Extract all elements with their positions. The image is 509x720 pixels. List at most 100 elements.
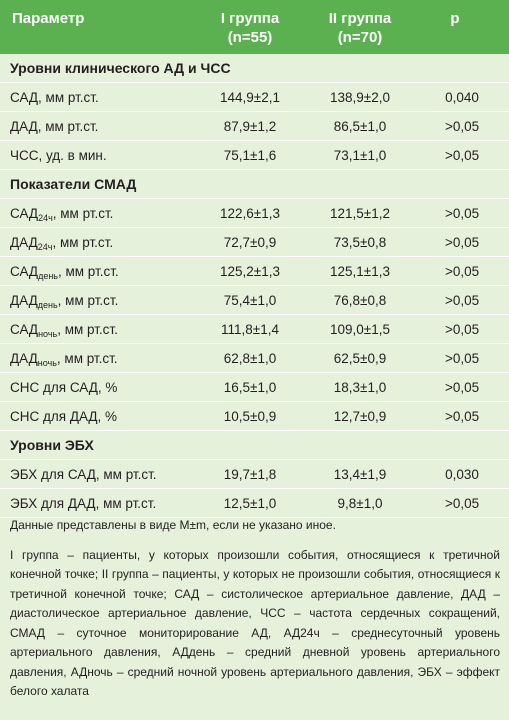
table-row: ДАД, мм рт.ст. 87,9±1,2 86,5±1,0 ˃0,05 — [0, 111, 509, 141]
header-group2: II группа (n=70) — [305, 9, 415, 47]
param-subscript: день — [37, 299, 58, 310]
param-name: ДАД — [10, 234, 38, 250]
header-p: p — [450, 10, 460, 27]
data-table: Уровни клинического АД и ЧСС САД, мм рт.с… — [0, 54, 509, 518]
header-group1-n: (n=55) — [227, 29, 273, 46]
param-unit: , мм рт.ст. — [52, 234, 114, 250]
group2-value: 13,4±1,9 — [305, 459, 415, 489]
p-value: ˃0,05 — [415, 140, 509, 170]
p-value: ˃0,05 — [415, 256, 509, 286]
param-cell: ДАДночь, мм рт.ст. — [0, 343, 195, 373]
p-value: ˃0,05 — [415, 314, 509, 344]
param-cell: ЧСС, уд. в мин. — [0, 140, 195, 170]
param-unit: , мм рт.ст. — [57, 292, 119, 308]
table-row: ЭБХ для САД, мм рт.ст. 19,7±1,8 13,4±1,9 0,… — [0, 459, 509, 489]
table-row: САДдень, мм рт.ст. 125,2±1,3 125,1±1,3 ˃0,0… — [0, 256, 509, 286]
table-row: СНС для САД, % 16,5±1,0 18,3±1,0 ˃0,05 — [0, 372, 509, 402]
group1-value: 75,4±1,0 — [195, 285, 305, 315]
table-notes: Данные представлены в виде M±m, если не … — [10, 516, 500, 702]
param-cell: САДдень, мм рт.ст. — [0, 256, 195, 286]
param-name: СНС для САД, % — [10, 379, 118, 395]
group2-value: 18,3±1,0 — [305, 372, 415, 402]
table-row: СНС для ДАД, % 10,5±0,9 12,7±0,9 ˃0,05 — [0, 401, 509, 431]
param-unit: , мм рт.ст. — [57, 321, 118, 337]
param-name: САД — [10, 263, 39, 279]
table-row: ДАДдень, мм рт.ст. 75,4±1,0 76,8±0,8 ˃0,05 — [0, 285, 509, 315]
group2-value: 125,1±1,3 — [305, 256, 415, 286]
group2-value: 73,1±1,0 — [305, 140, 415, 170]
param-cell: ДАДдень, мм рт.ст. — [0, 285, 195, 315]
param-name: САД — [10, 321, 39, 337]
group2-value: 12,7±0,9 — [305, 401, 415, 431]
p-value: ˃0,05 — [415, 198, 509, 228]
param-cell: ЭБХ для САД, мм рт.ст. — [0, 459, 195, 489]
param-cell: ДАД, мм рт.ст. — [0, 111, 195, 141]
param-subscript: день — [38, 270, 58, 281]
param-cell: САД, мм рт.ст. — [0, 82, 195, 112]
param-subscript: 24ч — [37, 241, 53, 252]
param-cell: СНС для ДАД, % — [0, 401, 195, 431]
p-value: ˃0,05 — [415, 372, 509, 402]
group2-value: 62,5±0,9 — [305, 343, 415, 373]
table-row: ЭБХ для ДАД, мм рт.ст. 12,5±1,0 9,8±1,0 ˃0,… — [0, 488, 509, 518]
group1-value: 62,8±1,0 — [195, 343, 305, 373]
header-group1: I группа (n=55) — [195, 9, 305, 47]
p-value: 0,030 — [415, 459, 509, 489]
section-title: Уровни ЭБХ — [0, 430, 509, 460]
param-unit: , мм рт.ст. — [52, 205, 114, 221]
p-value: ˃0,05 — [415, 227, 509, 257]
param-name: ДАД — [10, 350, 38, 366]
param-cell: ДАД24ч, мм рт.ст. — [0, 227, 195, 257]
section-row: Показатели СМАД — [0, 169, 509, 199]
group2-value: 73,5±0,8 — [305, 227, 415, 257]
p-value: ˃0,05 — [415, 401, 509, 431]
param-name: ДАД, мм рт.ст. — [10, 118, 99, 134]
note-abbreviations: I группа – пациенты, у которых произошли… — [10, 547, 500, 699]
p-value: 0,040 — [415, 82, 509, 112]
param-name: ЭБХ для САД, мм рт.ст. — [10, 466, 157, 482]
group2-value: 138,9±2,0 — [305, 82, 415, 112]
table-header: Параметр I группа (n=55) II группа (n=70… — [0, 0, 509, 54]
group1-value: 72,7±0,9 — [195, 227, 305, 257]
param-unit: , мм рт.ст. — [56, 350, 118, 366]
table-row: ДАД24ч, мм рт.ст. 72,7±0,9 73,5±0,8 ˃0,05 — [0, 227, 509, 257]
group1-value: 111,8±1,4 — [195, 314, 305, 344]
section-title: Показатели СМАД — [0, 169, 509, 199]
param-cell: САДночь, мм рт.ст. — [0, 314, 195, 344]
table-row: ЧСС, уд. в мин. 75,1±1,6 73,1±1,0 ˃0,05 — [0, 140, 509, 170]
table-row: САД, мм рт.ст. 144,9±2,1 138,9±2,0 0,040 — [0, 82, 509, 112]
group1-value: 19,7±1,8 — [195, 459, 305, 489]
group2-value: 109,0±1,5 — [305, 314, 415, 344]
p-value: ˃0,05 — [415, 488, 509, 518]
param-cell: ЭБХ для ДАД, мм рт.ст. — [0, 488, 195, 518]
group1-value: 12,5±1,0 — [195, 488, 305, 518]
group1-value: 122,6±1,3 — [195, 198, 305, 228]
param-name: САД — [10, 205, 39, 221]
table-row: САДночь, мм рт.ст. 111,8±1,4 109,0±1,5 ˃0,0… — [0, 314, 509, 344]
param-subscript: ночь — [37, 357, 57, 368]
table-row: САД24ч, мм рт.ст. 122,6±1,3 121,5±1,2 ˃0,05 — [0, 198, 509, 228]
note-format: Данные представлены в виде M±m, если не … — [10, 518, 336, 532]
header-group2-n: (n=70) — [337, 29, 383, 46]
group2-value: 9,8±1,0 — [305, 488, 415, 518]
param-cell: САД24ч, мм рт.ст. — [0, 198, 195, 228]
param-name: САД, мм рт.ст. — [10, 89, 99, 105]
header-param: Параметр — [12, 10, 85, 27]
group1-value: 10,5±0,9 — [195, 401, 305, 431]
section-row: Уровни ЭБХ — [0, 430, 509, 460]
param-name: СНС для ДАД, % — [10, 408, 118, 424]
param-name: ЧСС, уд. в мин. — [10, 147, 107, 163]
section-title: Уровни клинического АД и ЧСС — [0, 54, 509, 83]
group1-value: 87,9±1,2 — [195, 111, 305, 141]
param-subscript: ночь — [38, 328, 58, 339]
param-unit: , мм рт.ст. — [57, 263, 119, 279]
group1-value: 16,5±1,0 — [195, 372, 305, 402]
table-row: ДАДночь, мм рт.ст. 62,8±1,0 62,5±0,9 ˃0,05 — [0, 343, 509, 373]
param-name: ДАД — [10, 292, 38, 308]
group1-value: 75,1±1,6 — [195, 140, 305, 170]
group2-value: 76,8±0,8 — [305, 285, 415, 315]
group2-value: 121,5±1,2 — [305, 198, 415, 228]
p-value: ˃0,05 — [415, 343, 509, 373]
group2-value: 86,5±1,0 — [305, 111, 415, 141]
